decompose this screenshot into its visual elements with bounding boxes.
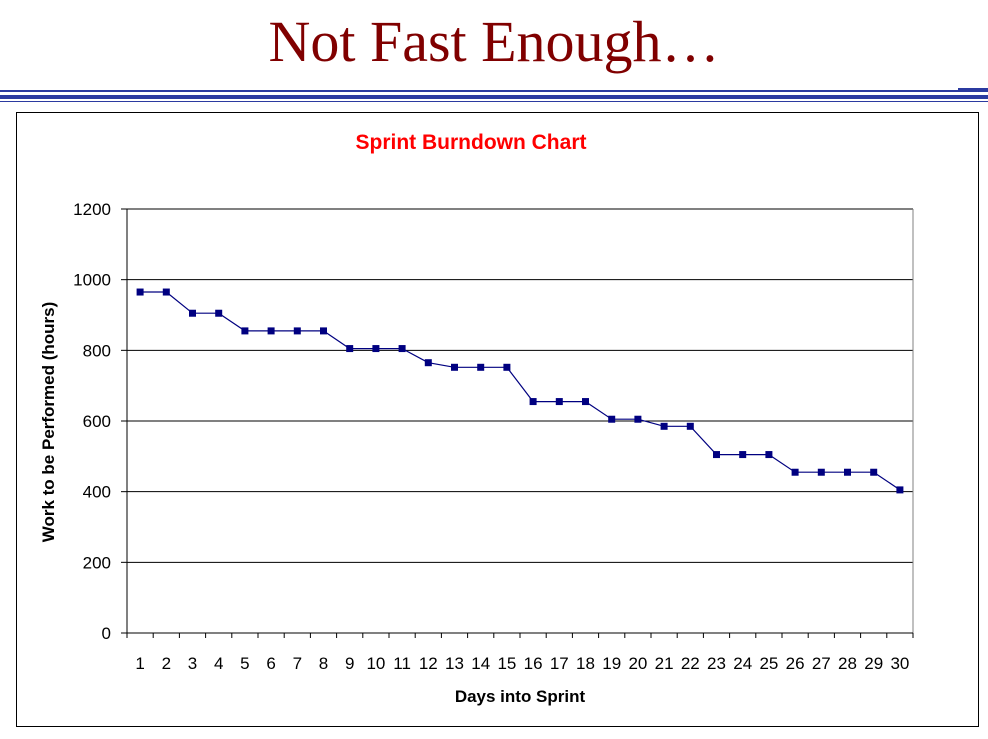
x-tick-label: 17 bbox=[550, 654, 569, 673]
x-tick-label: 27 bbox=[812, 654, 831, 673]
gridlines bbox=[127, 208, 913, 563]
x-tick-label: 8 bbox=[319, 654, 328, 673]
data-point bbox=[765, 451, 773, 459]
x-tick-label: 21 bbox=[655, 654, 674, 673]
x-tick-label: 9 bbox=[345, 654, 354, 673]
x-tick-label: 5 bbox=[240, 654, 249, 673]
title-divider-cap bbox=[958, 88, 988, 90]
y-tick-label: 800 bbox=[83, 341, 111, 360]
data-point bbox=[424, 359, 432, 367]
data-point bbox=[477, 363, 485, 371]
x-tick-label: 26 bbox=[786, 654, 805, 673]
data-point bbox=[634, 415, 642, 423]
x-tick-label: 1 bbox=[135, 654, 144, 673]
x-tick-label: 14 bbox=[471, 654, 490, 673]
x-tick-label: 11 bbox=[393, 654, 411, 673]
data-point bbox=[215, 309, 223, 317]
x-tick-label: 23 bbox=[707, 654, 726, 673]
data-point bbox=[555, 398, 563, 406]
data-point bbox=[739, 451, 747, 459]
x-tick-label: 10 bbox=[366, 654, 385, 673]
data-point bbox=[870, 468, 878, 476]
data-point bbox=[608, 415, 616, 423]
x-tick-label: 13 bbox=[445, 654, 464, 673]
x-tick-label: 15 bbox=[497, 654, 516, 673]
data-point bbox=[267, 327, 275, 335]
y-tick-label: 600 bbox=[83, 412, 111, 431]
x-tick-label: 30 bbox=[890, 654, 909, 673]
y-tick-label: 1000 bbox=[73, 271, 111, 290]
series-line bbox=[136, 288, 904, 494]
data-point bbox=[372, 345, 380, 353]
data-point bbox=[451, 363, 458, 371]
x-tick-label: 7 bbox=[293, 654, 302, 673]
x-tick-label: 19 bbox=[602, 654, 621, 673]
slide-title: Not Fast Enough… bbox=[268, 9, 720, 74]
title-divider-line bbox=[0, 101, 988, 102]
data-point bbox=[162, 288, 170, 296]
title-divider-line bbox=[0, 95, 988, 99]
x-tick-label: 16 bbox=[524, 654, 543, 673]
data-point bbox=[529, 398, 537, 406]
data-point bbox=[136, 288, 144, 296]
data-point bbox=[582, 398, 589, 406]
x-tick-label: 2 bbox=[162, 654, 171, 673]
x-tick-label: 28 bbox=[838, 654, 857, 673]
x-tick-label: 6 bbox=[266, 654, 275, 673]
y-tick-label: 400 bbox=[83, 483, 111, 502]
x-tick-label: 4 bbox=[214, 654, 223, 673]
data-point bbox=[241, 327, 249, 335]
chart-title: Sprint Burndown Chart bbox=[355, 131, 587, 154]
data-point bbox=[293, 327, 301, 335]
y-tick-label: 0 bbox=[102, 624, 111, 643]
data-point bbox=[503, 363, 511, 371]
data-point bbox=[844, 468, 851, 476]
x-tick-label: 12 bbox=[419, 654, 438, 673]
x-tick-label: 25 bbox=[759, 654, 778, 673]
x-tick-label: 3 bbox=[188, 654, 197, 673]
x-tick-label: 29 bbox=[864, 654, 883, 673]
x-tick-label: 20 bbox=[628, 654, 647, 673]
y-axis-label: Work to be Performed (hours) bbox=[39, 302, 58, 543]
data-point bbox=[398, 345, 406, 353]
chart-frame bbox=[16, 112, 979, 727]
data-point bbox=[660, 422, 668, 430]
data-point bbox=[189, 309, 196, 317]
y-tick-label: 200 bbox=[83, 553, 111, 572]
data-point bbox=[791, 468, 799, 476]
y-tick-label: 1200 bbox=[73, 200, 111, 219]
data-point bbox=[320, 327, 327, 335]
x-tick-label: 22 bbox=[681, 654, 700, 673]
data-point bbox=[896, 486, 904, 494]
data-point bbox=[817, 468, 825, 476]
data-point bbox=[713, 451, 720, 459]
series-polyline bbox=[140, 291, 901, 491]
title-divider-line bbox=[0, 90, 988, 92]
data-point bbox=[346, 345, 354, 353]
axes bbox=[121, 208, 914, 638]
x-axis-label: Days into Sprint bbox=[455, 687, 586, 706]
x-tick-label: 18 bbox=[576, 654, 595, 673]
x-tick-label: 24 bbox=[733, 654, 752, 673]
data-point bbox=[686, 422, 694, 430]
